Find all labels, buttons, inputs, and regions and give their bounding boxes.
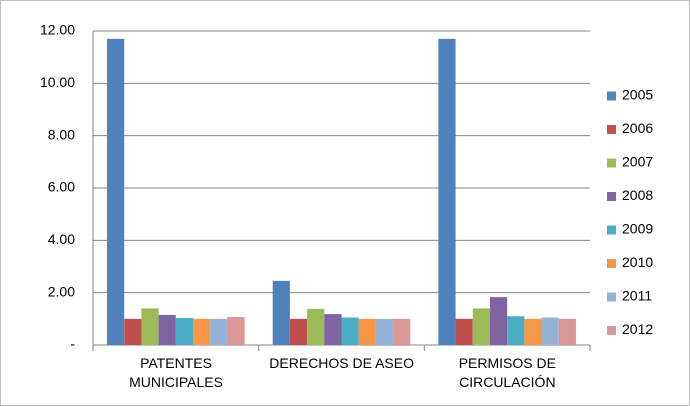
legend-swatch (607, 259, 616, 268)
legend-label: 2012 (622, 321, 653, 337)
legend-label: 2010 (622, 254, 653, 270)
y-tick-label: 8.00 (48, 126, 75, 142)
legend-swatch (607, 192, 616, 201)
legend-label: 2011 (622, 288, 652, 304)
legend-swatch (607, 158, 616, 168)
legend-swatch (607, 326, 616, 335)
bar (272, 280, 290, 345)
bar (558, 318, 576, 345)
bar (107, 38, 125, 345)
bar (141, 308, 159, 345)
bar (227, 317, 245, 345)
x-tick-label: PATENTES MUNICIPALES (129, 355, 223, 390)
legend-label: 2005 (622, 87, 653, 103)
bar (507, 316, 525, 345)
legend-label: 2006 (622, 120, 653, 136)
y-tick-label: 2.00 (48, 283, 75, 299)
bar (393, 318, 411, 345)
y-tick-label: 4.00 (48, 231, 75, 247)
legend-swatch (607, 91, 616, 101)
legend-label: 2007 (622, 154, 653, 170)
bar (307, 308, 325, 345)
y-tick-label: 10.00 (40, 74, 75, 90)
bar (438, 38, 456, 345)
legend-label: 2008 (622, 187, 653, 203)
bar (489, 297, 508, 345)
bar (472, 308, 490, 345)
bar (358, 318, 376, 345)
y-tick-label: - (70, 336, 75, 352)
bar (210, 318, 228, 345)
x-tick-label: PERMISOS DE CIRCULACIÓN (458, 355, 556, 390)
bar (175, 318, 194, 345)
y-tick-label: 12.00 (40, 22, 75, 38)
bar (289, 318, 308, 345)
legend-label: 2009 (622, 221, 653, 237)
bar (193, 318, 211, 345)
legend-swatch (607, 225, 616, 235)
bar (324, 314, 342, 345)
bar (524, 318, 542, 345)
legend-swatch (607, 125, 616, 134)
x-tick-label: DERECHOS DE ASEO (269, 355, 414, 371)
bar (541, 317, 559, 345)
bar (124, 318, 142, 345)
bar (158, 314, 176, 345)
bar (341, 317, 359, 345)
bar (375, 318, 394, 345)
bar (455, 318, 473, 345)
y-tick-label: 6.00 (48, 179, 75, 195)
legend-swatch (607, 292, 616, 302)
